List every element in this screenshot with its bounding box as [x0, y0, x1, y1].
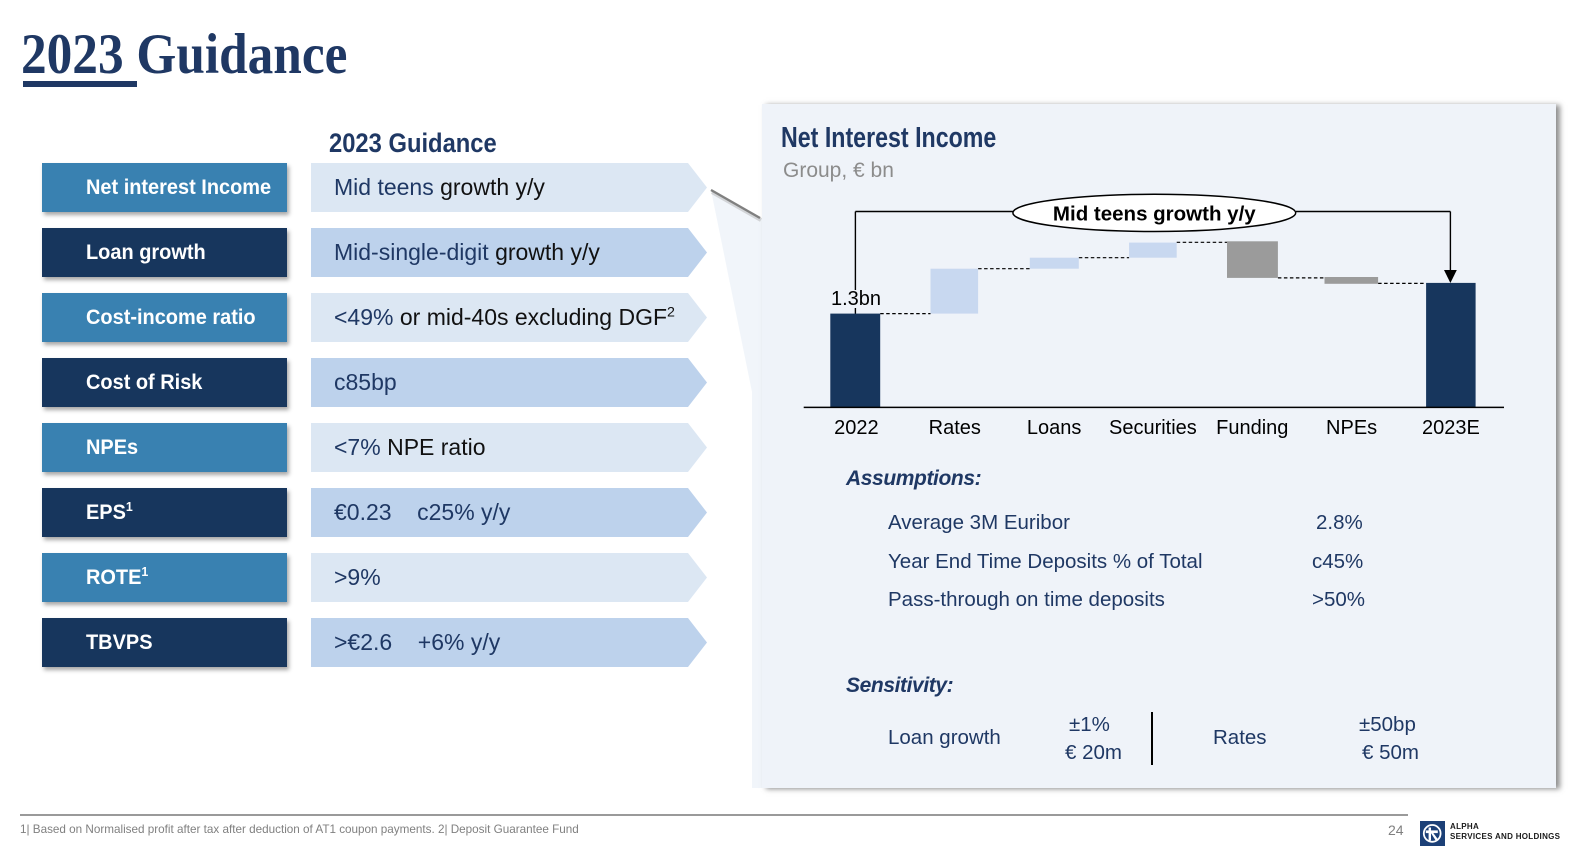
svg-text:2023E: 2023E: [1422, 417, 1480, 439]
svg-text:Rates: Rates: [929, 417, 981, 439]
svg-text:1.3bn: 1.3bn: [831, 288, 881, 310]
svg-text:Securities: Securities: [1109, 417, 1197, 439]
svg-text:Loans: Loans: [1027, 417, 1082, 439]
svg-text:NPEs: NPEs: [1326, 417, 1377, 439]
svg-text:Mid teens growth y/y: Mid teens growth y/y: [1053, 203, 1256, 226]
svg-text:Funding: Funding: [1216, 417, 1288, 439]
svg-text:2022: 2022: [834, 417, 879, 439]
